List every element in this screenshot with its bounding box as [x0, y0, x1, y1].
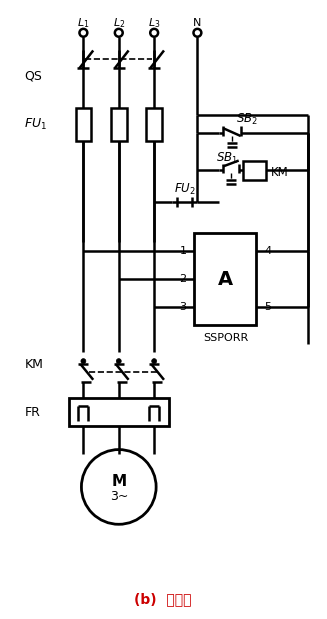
- Text: FR: FR: [25, 405, 40, 418]
- Text: 5: 5: [264, 302, 271, 312]
- Text: 1: 1: [180, 246, 187, 256]
- Text: 2: 2: [180, 274, 187, 284]
- Text: $SB_1$: $SB_1$: [216, 151, 238, 166]
- Circle shape: [150, 29, 158, 37]
- Text: $L_3$: $L_3$: [148, 16, 160, 30]
- Text: $L_1$: $L_1$: [77, 16, 90, 30]
- Circle shape: [81, 358, 86, 363]
- Text: $FU_1$: $FU_1$: [25, 117, 47, 132]
- Text: $FU_2$: $FU_2$: [174, 181, 196, 197]
- Text: M: M: [111, 474, 126, 488]
- Text: KM: KM: [271, 166, 289, 179]
- Text: 3: 3: [180, 302, 187, 312]
- Circle shape: [115, 29, 123, 37]
- Text: QS: QS: [25, 69, 42, 82]
- Text: N: N: [193, 18, 202, 28]
- Circle shape: [152, 358, 157, 363]
- Text: 3~: 3~: [110, 490, 128, 503]
- Text: SSPORR: SSPORR: [203, 334, 248, 344]
- Bar: [243, 160, 266, 180]
- Bar: [69, 399, 169, 426]
- Text: 4: 4: [264, 246, 271, 256]
- Text: (b)  电路二: (b) 电路二: [134, 592, 192, 606]
- Text: $SB_2$: $SB_2$: [235, 112, 258, 127]
- Bar: [76, 108, 91, 141]
- Circle shape: [79, 29, 87, 37]
- Bar: [195, 233, 256, 325]
- Circle shape: [116, 358, 121, 363]
- Bar: [146, 108, 162, 141]
- Text: KM: KM: [25, 358, 43, 371]
- Circle shape: [194, 29, 201, 37]
- Text: $L_2$: $L_2$: [112, 16, 125, 30]
- Text: A: A: [218, 269, 233, 288]
- Circle shape: [81, 449, 156, 524]
- Bar: [111, 108, 127, 141]
